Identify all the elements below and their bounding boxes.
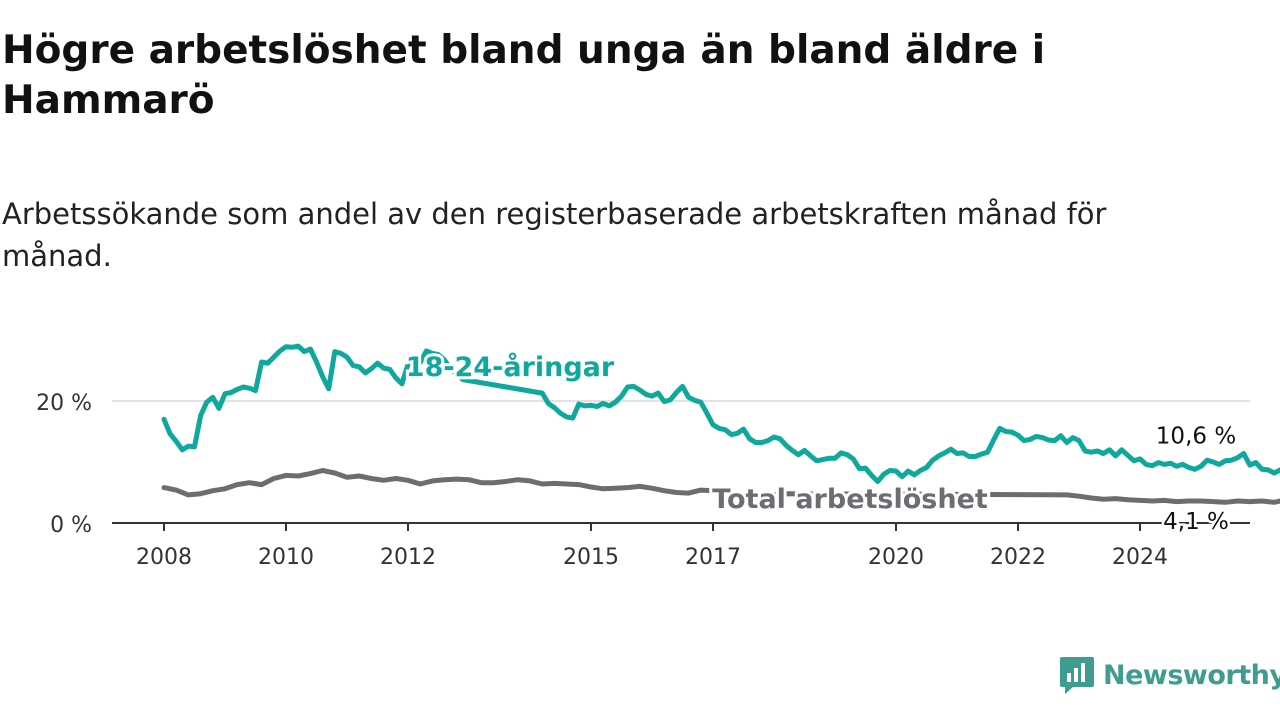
- x-tick-label: 2017: [685, 545, 741, 570]
- end-value-youth: 10,6 %: [1156, 423, 1236, 449]
- x-tick-label: 2024: [1112, 545, 1168, 570]
- x-tick-label: 2015: [563, 545, 619, 570]
- y-tick-label: 0 %: [50, 513, 92, 538]
- x-tick-label: 2022: [990, 545, 1046, 570]
- series-labels: 18-24-åringar Total arbetslöshet 10,6 % 4,1…: [403, 348, 1239, 538]
- x-tick-label: 2012: [380, 545, 436, 570]
- series-label-total: Total arbetslöshet: [712, 484, 988, 515]
- end-value-total: 4,1 %: [1163, 509, 1229, 535]
- newsworthy-logo-icon: [1060, 657, 1094, 694]
- series-label-youth: 18-24-åringar: [406, 351, 615, 383]
- brand-name: Newsworthy: [1103, 659, 1280, 691]
- x-tick-label: 2010: [258, 545, 314, 570]
- y-tick-label: 20 %: [36, 391, 92, 416]
- chart-title: Högre arbetslöshet bland unga än bland ä…: [2, 28, 1046, 123]
- newsworthy-logo: Newsworthy: [1059, 655, 1280, 695]
- series-line-youth: [161, 343, 1280, 484]
- x-tick-label: 2020: [868, 545, 924, 570]
- series-line-total: [161, 468, 1280, 505]
- series-lines: [161, 343, 1280, 505]
- x-tick-label: 2008: [136, 545, 192, 570]
- chart-subtitle: Arbetssökande som andel av den registerb…: [2, 197, 1107, 273]
- x-axis-ticks: 2008 2010 2012 2015 2017 2020 2022 2024: [136, 523, 1168, 570]
- y-axis-ticks: 0 % 20 %: [36, 391, 92, 538]
